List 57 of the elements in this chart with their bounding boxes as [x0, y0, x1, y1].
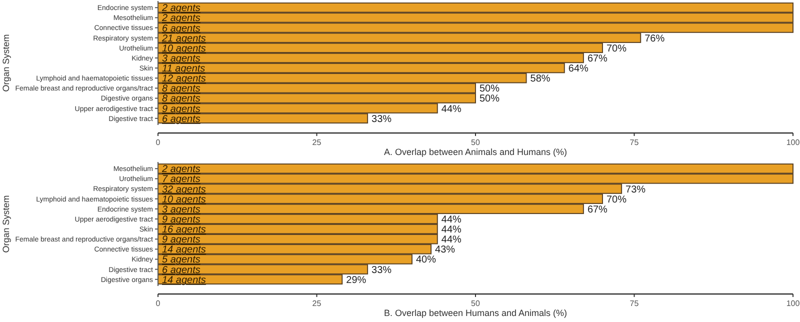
annotation: 21 agents — [161, 33, 206, 44]
x-tick-label: 50 — [471, 299, 480, 308]
annotation: 3 agents — [162, 204, 200, 216]
annotation: 9 agents — [162, 104, 200, 115]
x-tick-label: 100 — [786, 138, 800, 147]
data-label: 70% — [606, 43, 627, 54]
x-tick-label: 100 — [786, 299, 800, 308]
data-label: 67% — [587, 53, 608, 64]
annotation: 9 agents — [162, 234, 200, 246]
data-label: 73% — [626, 184, 646, 196]
annotation: 9 agents — [162, 214, 200, 226]
x-tick-label: 25 — [312, 138, 322, 147]
annotation: 6 agents — [162, 264, 200, 276]
annotation: 10 agents — [162, 43, 206, 54]
annotation: 8 agents — [162, 84, 200, 95]
annotation: 5 agents — [162, 254, 200, 266]
x-axis-title: A. Overlap between Animals and Humans (%) — [384, 147, 568, 157]
data-label: 44% — [441, 224, 462, 236]
data-label: 50% — [480, 84, 500, 95]
data-label: 70% — [606, 194, 627, 206]
y-axis-title: Organ System — [1, 34, 11, 92]
data-label: 44% — [441, 214, 462, 226]
data-label: 33% — [372, 264, 392, 276]
data-label: 40% — [416, 254, 436, 266]
annotation: 12 agents — [162, 74, 206, 85]
x-tick-label: 75 — [630, 138, 640, 147]
data-label: 44% — [441, 104, 462, 115]
data-label: 44% — [441, 234, 462, 246]
data-label: 43% — [435, 244, 456, 256]
annotation: 2 agents — [161, 164, 200, 176]
annotation: 14 agents — [162, 244, 206, 256]
data-label: 67% — [587, 204, 608, 216]
x-tick-label: 0 — [156, 299, 161, 308]
x-tick-label: 75 — [630, 299, 640, 308]
x-tick-label: 25 — [312, 299, 322, 308]
x-axis-title: B. Overlap between Humans and Animals (%) — [384, 308, 568, 318]
annotation: 10 agents — [162, 194, 206, 206]
annotation: 6 agents — [162, 114, 200, 125]
x-tick-label: 50 — [471, 138, 480, 147]
annotation: 32 agents — [162, 184, 206, 196]
annotation: 11 agents — [162, 64, 206, 75]
data-label: 33% — [372, 114, 392, 125]
x-tick-label: 0 — [156, 138, 161, 147]
annotation: 14 agents — [162, 274, 206, 286]
annotation: 16 agents — [162, 224, 206, 236]
annotation: 8 agents — [162, 94, 200, 105]
data-label: 76% — [644, 33, 665, 44]
data-label: 50% — [480, 94, 500, 105]
annotation: 6 agents — [162, 23, 200, 34]
annotation: 3 agents — [162, 53, 200, 64]
annotation: 2 agents — [161, 13, 200, 24]
y-axis-title: Organ System — [1, 195, 11, 253]
data-label: 58% — [530, 74, 550, 85]
data-label: 64% — [568, 64, 589, 75]
annotation: 7 agents — [162, 174, 200, 186]
data-label: 29% — [346, 274, 366, 286]
annotation: 2 agents — [161, 3, 200, 14]
